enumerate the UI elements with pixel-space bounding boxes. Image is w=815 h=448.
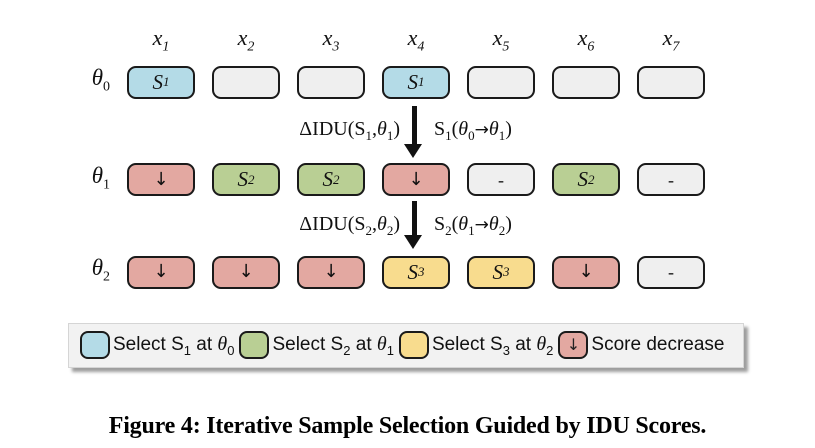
legend-item-label: Score decrease bbox=[591, 334, 725, 356]
row-label-theta0: θ0 bbox=[91, 65, 110, 95]
grid-cell bbox=[637, 65, 705, 99]
transition-theta0-theta1: ΔIDU(S1,θ1) S1(θ0→θ1) bbox=[0, 104, 815, 159]
legend-item-label: Select S1 at θ0 bbox=[113, 332, 235, 358]
legend-item-select-s2: Select S2 at θ1 bbox=[239, 331, 394, 360]
column-header: x6 bbox=[577, 24, 595, 54]
down-arrow-icon: ↓ bbox=[566, 335, 581, 355]
legend-item-select-s1: Select S1 at θ0 bbox=[80, 331, 235, 360]
grid-cell: - bbox=[637, 163, 705, 197]
update-arrow-icon bbox=[412, 105, 417, 144]
update-arrow-head-icon bbox=[404, 235, 422, 250]
legend-swatch-green bbox=[239, 331, 270, 360]
update-step-label-1: S1(θ0→θ1) bbox=[434, 118, 512, 144]
grid-cell: ↓ bbox=[212, 255, 280, 289]
grid-cell: - bbox=[637, 255, 705, 289]
idu-score-label-1: ΔIDU(S1,θ1) bbox=[299, 118, 400, 144]
grid-cell: ↓ bbox=[297, 255, 365, 289]
grid-cell bbox=[552, 65, 620, 99]
grid-cell: ↓ bbox=[127, 163, 195, 197]
idu-score-label-2: ΔIDU(S2,θ2) bbox=[299, 213, 400, 239]
column-header: x3 bbox=[322, 24, 340, 54]
grid-cell bbox=[297, 65, 365, 99]
column-header-row: x1 x2 x3 x4 x5 x6 x7 bbox=[0, 25, 815, 55]
column-header: x2 bbox=[237, 24, 255, 54]
transition-theta1-theta2: ΔIDU(S2,θ2) S2(θ1→θ2) bbox=[0, 201, 815, 251]
row-label-theta1: θ1 bbox=[91, 162, 110, 193]
grid-cell: ↓ bbox=[552, 255, 620, 289]
update-step-label-2: S2(θ1→θ2) bbox=[434, 213, 512, 239]
legend-item-select-s3: Select S3 at θ2 bbox=[398, 331, 554, 360]
grid-cell: ↓ bbox=[382, 163, 450, 197]
figure-caption: Figure 4: Iterative Sample Selection Gui… bbox=[108, 412, 707, 439]
grid-cell: ↓ bbox=[127, 255, 195, 289]
legend-item-score-decrease: ↓ Score decrease bbox=[558, 331, 725, 360]
legend-swatch-blue bbox=[80, 331, 110, 360]
column-header: x5 bbox=[492, 24, 510, 54]
legend-item-label: Select S3 at θ2 bbox=[431, 332, 554, 358]
grid-cell: - bbox=[467, 163, 535, 197]
legend-swatch-red-down-arrow-icon: ↓ bbox=[558, 331, 589, 360]
update-arrow-icon bbox=[412, 201, 417, 236]
column-headers: x1 x2 x3 x4 x5 x6 x7 bbox=[127, 25, 705, 55]
legend: Select S1 at θ0 Select S2 at θ1 Select S… bbox=[68, 322, 744, 368]
column-header: x1 bbox=[152, 24, 170, 54]
column-header: x7 bbox=[662, 24, 680, 54]
column-header: x4 bbox=[407, 24, 425, 54]
grid-cell bbox=[212, 65, 280, 99]
legend-swatch-yellow bbox=[398, 331, 429, 360]
grid-cell bbox=[467, 65, 535, 99]
row-label-theta2: θ2 bbox=[91, 255, 110, 285]
update-arrow-head-icon bbox=[404, 143, 422, 158]
legend-item-label: Select S2 at θ1 bbox=[272, 332, 394, 358]
